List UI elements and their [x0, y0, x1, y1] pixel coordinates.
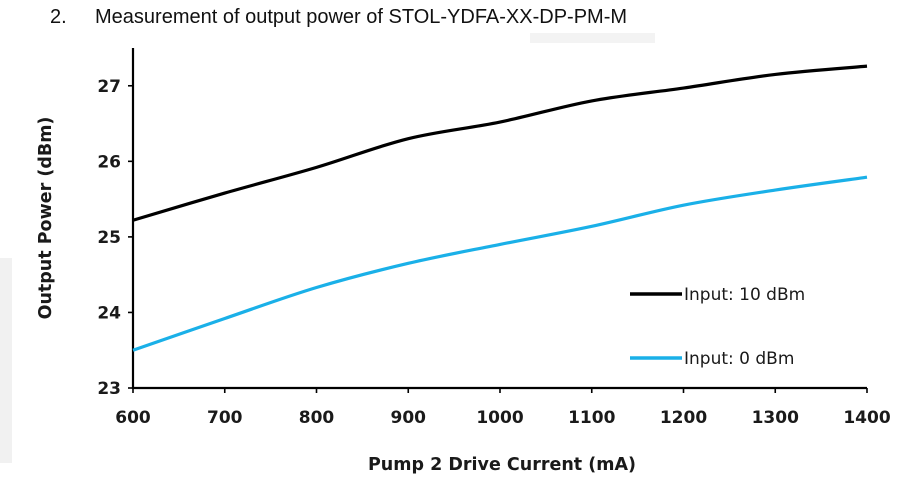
x-tick-label: 1400 [843, 408, 890, 428]
y-axis-title: Output Power (dBm) [36, 117, 56, 320]
y-tick-label: 27 [97, 77, 121, 97]
y-tick-label: 26 [97, 152, 121, 172]
chart-series [132, 64, 868, 352]
x-tick-label: 1300 [752, 408, 799, 428]
top-edge-shade [530, 33, 655, 43]
y-tick-label: 23 [97, 379, 121, 399]
chart-axes [131, 48, 867, 390]
x-tick-label: 800 [299, 408, 335, 428]
y-tick-label: 24 [97, 303, 121, 323]
x-tick-label: 600 [115, 408, 151, 428]
x-tick-label: 1000 [476, 408, 523, 428]
x-tick-label: 1200 [660, 408, 707, 428]
section-heading: 2. Measurement of output power of STOL-YD… [50, 6, 627, 29]
section-title: Measurement of output power of STOL-YDFA… [95, 6, 628, 28]
left-edge-shade [0, 258, 12, 463]
chart-ticks: 600 700 800 900 1000 1100 1200 1300 1400 23 24 25 26… [97, 77, 890, 428]
x-tick-label: 700 [207, 408, 243, 428]
x-axis-title: Pump 2 Drive Current (mA) [368, 455, 636, 475]
legend-label-1: Input: 0 dBm [684, 349, 794, 369]
series-line-1 [132, 175, 868, 352]
section-number: 2. [50, 6, 67, 28]
x-tick-label: 1100 [568, 408, 615, 428]
y-tick-label: 25 [97, 228, 121, 248]
chart-legend: Input: 10 dBm Input: 0 dBm [630, 285, 805, 369]
x-tick-label: 900 [391, 408, 427, 428]
series-line-0 [132, 64, 868, 222]
legend-label-0: Input: 10 dBm [684, 285, 805, 305]
